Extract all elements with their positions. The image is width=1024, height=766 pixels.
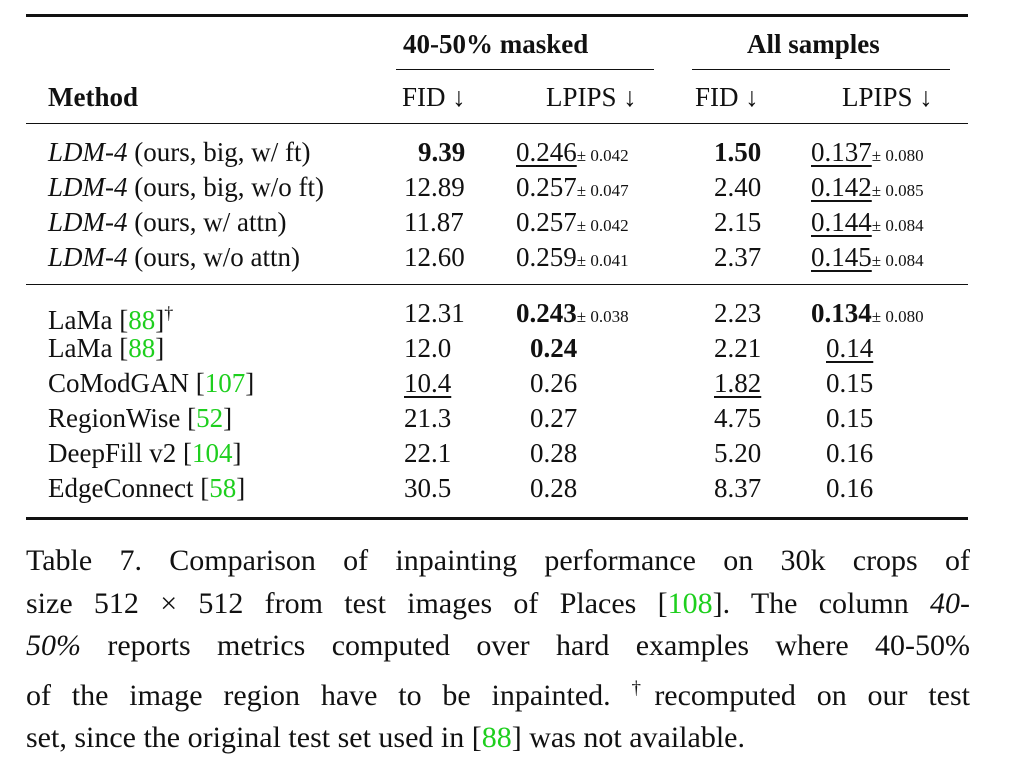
lpips-masked-cell: 0.243± 0.038 xyxy=(516,298,629,328)
lpips-masked-cell: 0.24 xyxy=(530,333,578,363)
section-rule xyxy=(26,284,968,286)
lpips-masked-cell: 0.246± 0.042 xyxy=(516,137,629,167)
fid-masked-cell: 12.89 xyxy=(404,172,465,202)
fid-masked-cell: 21.3 xyxy=(404,403,452,433)
method-cell: LaMa [88]† xyxy=(48,303,174,335)
fid-all-cell: 1.82 xyxy=(714,368,762,398)
lpips-all-cell: 0.144± 0.084 xyxy=(811,207,924,237)
lpips-all-cell: 0.15 xyxy=(826,368,874,398)
citation-link[interactable]: 107 xyxy=(204,368,246,398)
fid-all-cell: 8.37 xyxy=(714,473,762,503)
fid-all-cell: 2.23 xyxy=(714,298,762,328)
fid-all-cell: 4.75 xyxy=(714,403,762,433)
caption-line: of the image region have to be inpainted… xyxy=(26,677,971,712)
method-cell: EdgeConnect [58] xyxy=(48,473,246,503)
method-cell: LDM-4 (ours, w/o attn) xyxy=(48,242,300,272)
citation-link[interactable]: 104 xyxy=(191,438,233,468)
caption-line: 50% reports metrics computed over hard e… xyxy=(26,629,970,662)
col-header-lpips-all: LPIPS ↓ xyxy=(842,82,933,112)
method-cell: DeepFill v2 [104] xyxy=(48,438,242,468)
lpips-all-cell: 0.16 xyxy=(826,438,874,468)
fid-all-cell: 2.40 xyxy=(714,172,762,202)
fid-masked-cell: 12.0 xyxy=(404,333,452,363)
method-cell: RegionWise [52] xyxy=(48,403,233,433)
lpips-masked-cell: 0.259± 0.041 xyxy=(516,242,629,272)
fid-masked-cell: 10.4 xyxy=(404,368,452,398)
lpips-all-cell: 0.142± 0.085 xyxy=(811,172,924,202)
lpips-all-cell: 0.14 xyxy=(826,333,874,363)
method-cell: CoModGAN [107] xyxy=(48,368,255,398)
lpips-masked-cell: 0.257± 0.047 xyxy=(516,172,629,202)
fid-masked-cell: 11.87 xyxy=(404,207,464,237)
method-cell: LDM-4 (ours, big, w/ ft) xyxy=(48,137,311,167)
lpips-all-cell: 0.137± 0.080 xyxy=(811,137,924,167)
group-header-masked: 40-50% masked xyxy=(403,29,589,59)
citation-link[interactable]: 88 xyxy=(128,305,156,335)
fid-all-cell: 2.37 xyxy=(714,242,762,272)
fid-masked-cell: 12.60 xyxy=(404,242,465,272)
bottom-rule xyxy=(26,517,968,520)
method-cell: LDM-4 (ours, big, w/o ft) xyxy=(48,172,324,202)
top-rule xyxy=(26,14,968,17)
method-cell: LDM-4 (ours, w/ attn) xyxy=(48,207,287,237)
fid-masked-cell: 12.31 xyxy=(404,298,465,328)
fid-masked-cell: 9.39 xyxy=(418,137,466,167)
lpips-all-cell: 0.145± 0.084 xyxy=(811,242,924,272)
fid-all-cell: 1.50 xyxy=(714,137,762,167)
lpips-masked-cell: 0.27 xyxy=(530,403,578,433)
method-cell: LaMa [88] xyxy=(48,333,165,363)
lpips-all-cell: 0.15 xyxy=(826,403,874,433)
fid-masked-cell: 22.1 xyxy=(404,438,452,468)
fid-all-cell: 2.15 xyxy=(714,207,762,237)
citation-link[interactable]: 52 xyxy=(196,403,224,433)
citation-link[interactable]: 88 xyxy=(128,333,156,363)
group-header-all: All samples xyxy=(747,29,880,59)
col-header-method: Method xyxy=(48,82,138,112)
header-rule xyxy=(26,123,968,125)
caption-line: set, since the original test set used in… xyxy=(26,721,745,754)
table-caption: Table 7. Comparison of inpainting perfor… xyxy=(26,540,970,760)
lpips-masked-cell: 0.28 xyxy=(530,438,578,468)
lpips-all-cell: 0.16 xyxy=(826,473,874,503)
citation-link[interactable]: 58 xyxy=(209,473,237,503)
group-line-masked xyxy=(396,69,654,71)
group-line-all xyxy=(692,69,950,71)
col-header-fid-masked: FID ↓ xyxy=(402,82,466,112)
caption-line: Table 7. Comparison of inpainting perfor… xyxy=(26,544,970,577)
col-header-fid-all: FID ↓ xyxy=(695,82,759,112)
col-header-lpips-masked: LPIPS ↓ xyxy=(546,82,637,112)
lpips-all-cell: 0.134± 0.080 xyxy=(811,298,924,328)
lpips-masked-cell: 0.257± 0.042 xyxy=(516,207,629,237)
fid-masked-cell: 30.5 xyxy=(404,473,452,503)
caption-line: size 512 × 512 from test images of Place… xyxy=(26,586,970,620)
citation-link[interactable]: 88 xyxy=(481,721,512,754)
lpips-masked-cell: 0.26 xyxy=(530,368,578,398)
fid-all-cell: 2.21 xyxy=(714,333,762,363)
lpips-masked-cell: 0.28 xyxy=(530,473,578,503)
citation-link[interactable]: 108 xyxy=(667,586,713,620)
fid-all-cell: 5.20 xyxy=(714,438,762,468)
